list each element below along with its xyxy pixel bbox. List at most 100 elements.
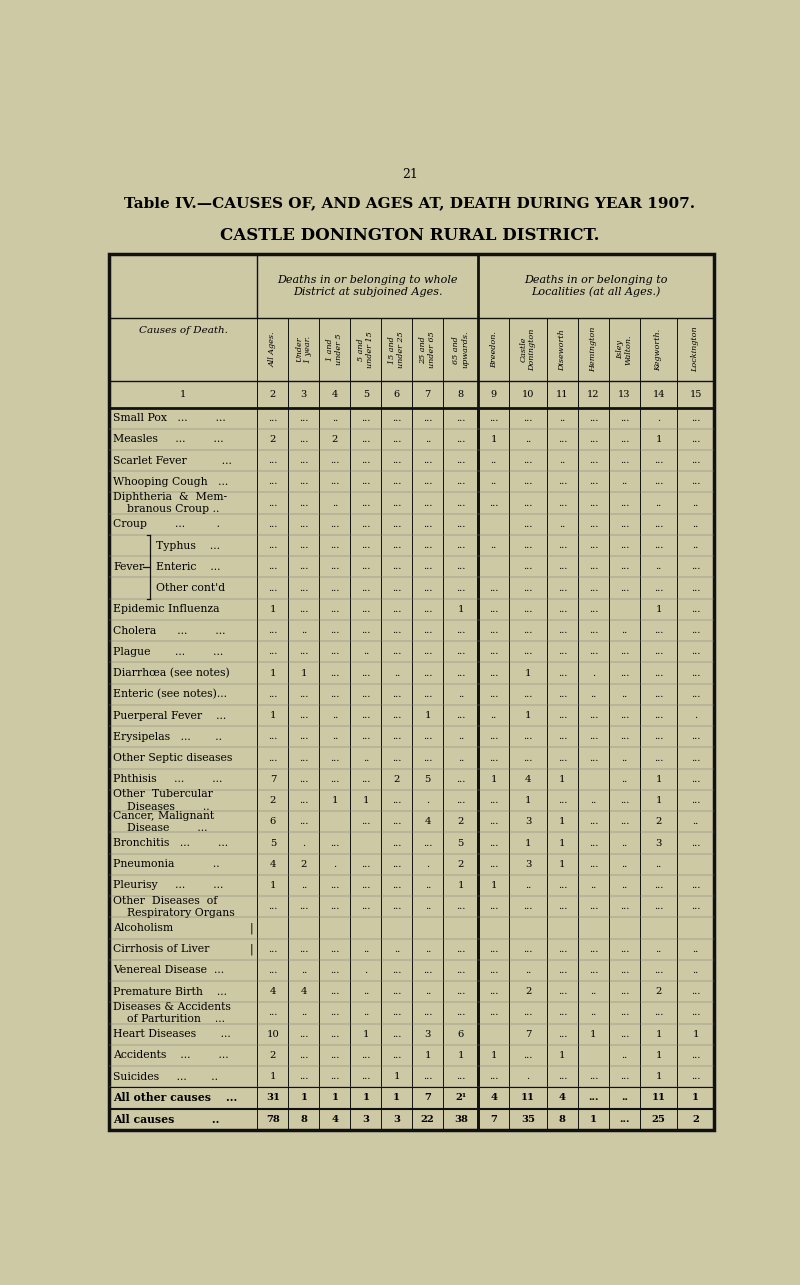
Text: ...: ...	[268, 648, 278, 657]
Text: ...: ...	[299, 732, 309, 741]
Text: Breedon.: Breedon.	[490, 332, 498, 368]
Text: Kegworth.: Kegworth.	[654, 329, 662, 371]
Text: ...: ...	[456, 541, 466, 550]
Text: 7: 7	[525, 1029, 531, 1038]
Text: Scarlet Fever          ...: Scarlet Fever ...	[113, 456, 232, 465]
Text: ...: ...	[423, 690, 432, 699]
Text: ...: ...	[392, 563, 402, 572]
Text: 2: 2	[394, 775, 400, 784]
Text: ...: ...	[589, 499, 598, 508]
Text: ...: ...	[361, 775, 370, 784]
Text: 2: 2	[692, 1114, 699, 1123]
Text: ..: ..	[621, 1051, 627, 1060]
Text: ...: ...	[654, 541, 663, 550]
Text: ..: ..	[490, 711, 497, 720]
Text: ...: ...	[691, 626, 700, 635]
Text: ...: ...	[361, 626, 370, 635]
Text: ...: ...	[691, 753, 700, 762]
Text: ...: ...	[299, 605, 309, 614]
Text: Under
1 year.: Under 1 year.	[295, 337, 313, 364]
Text: ...: ...	[330, 1029, 339, 1038]
Text: ...: ...	[654, 882, 663, 891]
Text: Typhus    ...: Typhus ...	[156, 541, 220, 550]
Text: ...: ...	[589, 944, 598, 953]
Text: ...: ...	[619, 966, 629, 975]
Text: ..: ..	[621, 626, 627, 635]
Text: Deaths in or belonging to whole
District at subjoined Ages.: Deaths in or belonging to whole District…	[278, 275, 458, 297]
Text: 15 and
under 25: 15 and under 25	[388, 332, 406, 368]
Text: 1: 1	[525, 795, 531, 804]
Text: ...: ...	[268, 583, 278, 592]
Text: ...: ...	[654, 732, 663, 741]
Text: ...: ...	[299, 753, 309, 762]
Text: ...: ...	[619, 434, 629, 443]
Text: .: .	[526, 1072, 530, 1081]
Text: ...: ...	[361, 520, 370, 529]
Text: ...: ...	[558, 966, 567, 975]
Text: .: .	[592, 668, 595, 677]
Text: 1: 1	[559, 817, 566, 826]
Text: 1: 1	[362, 1029, 369, 1038]
Text: 1: 1	[331, 795, 338, 804]
Text: ...: ...	[361, 690, 370, 699]
Text: ...: ...	[589, 583, 598, 592]
Text: 1: 1	[559, 860, 566, 869]
Text: ...: ...	[489, 499, 498, 508]
Text: ...: ...	[456, 1009, 466, 1018]
Text: ...: ...	[589, 817, 598, 826]
Text: ...: ...	[456, 1072, 466, 1081]
Text: ...: ...	[523, 1051, 533, 1060]
Text: ...: ...	[330, 966, 339, 975]
Text: ...: ...	[691, 987, 700, 996]
Text: 25: 25	[652, 1114, 666, 1123]
Text: ...: ...	[392, 648, 402, 657]
Text: 3: 3	[655, 839, 662, 848]
Text: ...: ...	[558, 732, 567, 741]
Text: ..: ..	[490, 541, 497, 550]
Text: ...: ...	[558, 987, 567, 996]
Text: ...: ...	[619, 902, 629, 911]
Text: Cancer, Malignant
    Disease        ...: Cancer, Malignant Disease ...	[113, 811, 214, 833]
Text: ...: ...	[456, 563, 466, 572]
Text: ...: ...	[392, 860, 402, 869]
Text: Isley
Walton.: Isley Walton.	[616, 334, 633, 365]
Text: 1: 1	[490, 1051, 497, 1060]
Text: Suicides     ...       ..: Suicides ... ..	[113, 1072, 218, 1082]
Text: ...: ...	[268, 456, 278, 465]
Text: Diphtheria  &  Mem-
    branous Croup ..: Diphtheria & Mem- branous Croup ..	[113, 492, 227, 514]
Text: 6: 6	[270, 817, 276, 826]
Text: ...: ...	[299, 583, 309, 592]
Text: ..: ..	[332, 711, 338, 720]
Text: ..: ..	[621, 839, 627, 848]
Text: 11: 11	[556, 389, 569, 398]
Text: 65 and
upwards.: 65 and upwards.	[452, 332, 470, 369]
Text: 5: 5	[270, 839, 276, 848]
Text: 2: 2	[458, 817, 464, 826]
Text: ...: ...	[523, 605, 533, 614]
Text: ...: ...	[456, 775, 466, 784]
Text: 1: 1	[458, 605, 464, 614]
Text: ...: ...	[299, 711, 309, 720]
Text: ...: ...	[361, 477, 370, 486]
Text: ...: ...	[423, 966, 432, 975]
Text: Venereal Disease  ...: Venereal Disease ...	[113, 965, 224, 975]
Text: ..: ..	[693, 944, 698, 953]
Text: 4: 4	[525, 775, 531, 784]
Text: ...: ...	[392, 477, 402, 486]
Text: ...: ...	[299, 795, 309, 804]
Text: ...: ...	[299, 477, 309, 486]
Text: 5: 5	[362, 389, 369, 398]
Text: ...: ...	[392, 839, 402, 848]
Text: ...: ...	[299, 775, 309, 784]
Text: ...: ...	[489, 795, 498, 804]
Text: 6: 6	[394, 389, 400, 398]
Text: ..: ..	[693, 520, 698, 529]
Text: ...: ...	[330, 477, 339, 486]
Text: ...: ...	[361, 605, 370, 614]
Text: Other  Diseases  of
    Respiratory Organs: Other Diseases of Respiratory Organs	[113, 896, 235, 917]
Text: ...: ...	[489, 860, 498, 869]
Text: ...: ...	[330, 626, 339, 635]
Text: ...: ...	[392, 1009, 402, 1018]
Text: 3: 3	[525, 817, 531, 826]
Text: ...: ...	[456, 648, 466, 657]
